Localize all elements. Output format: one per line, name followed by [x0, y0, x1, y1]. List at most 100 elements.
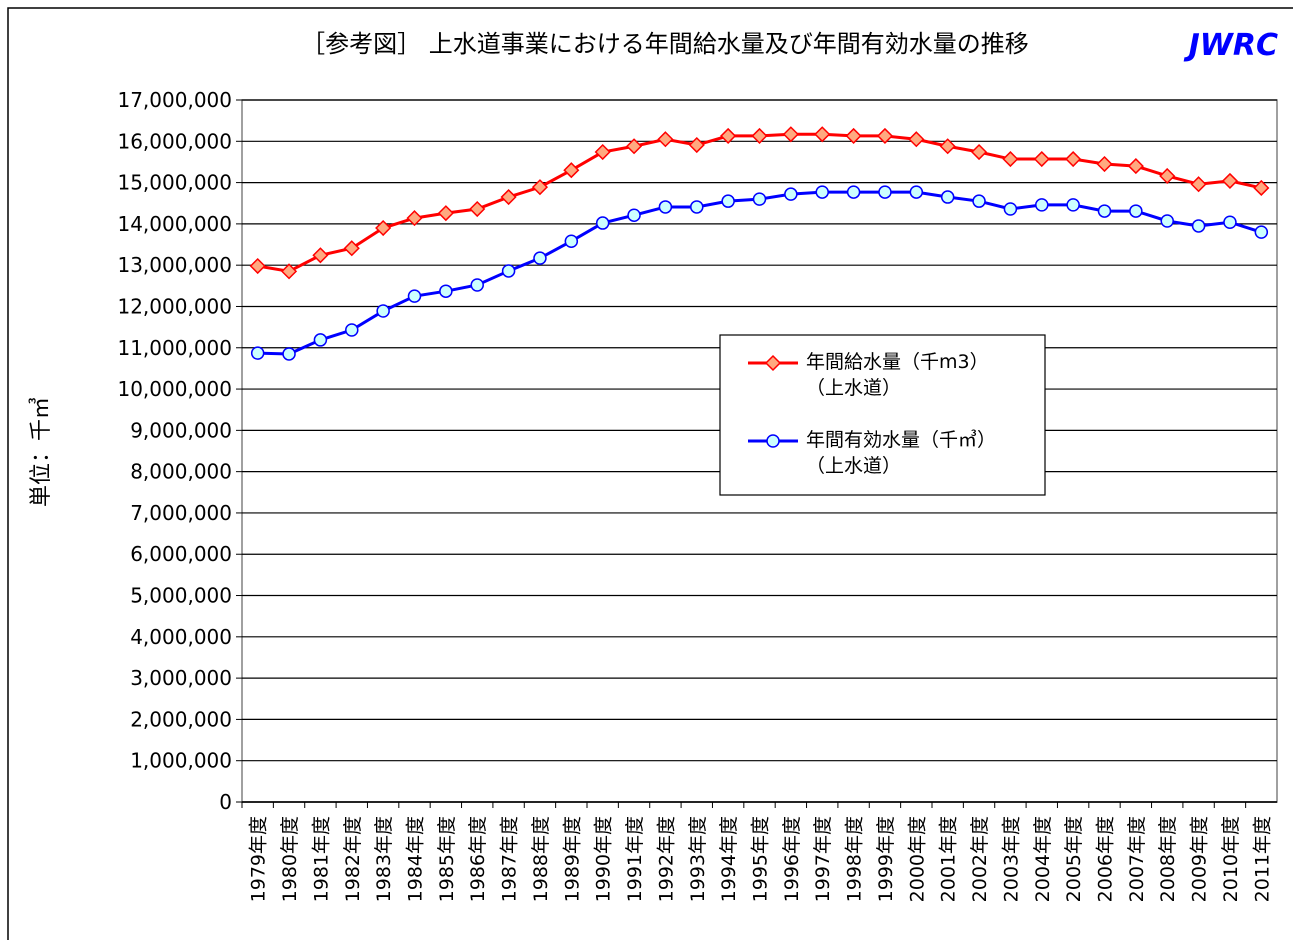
data-point	[627, 208, 641, 222]
x-tick-label: 2000年度	[906, 816, 928, 902]
x-tick-label: 1989年度	[561, 816, 583, 902]
data-point	[878, 185, 892, 199]
data-point	[751, 127, 768, 144]
data-point	[312, 247, 329, 264]
data-point	[721, 194, 735, 208]
x-tick-label: 1990年度	[593, 816, 615, 902]
chart-border	[7, 7, 1293, 940]
data-point	[815, 185, 829, 199]
data-point	[1221, 172, 1239, 189]
data-point	[313, 333, 328, 347]
data-point	[1002, 150, 1019, 168]
data-point	[688, 136, 705, 154]
data-point	[1160, 214, 1174, 228]
data-point	[1127, 158, 1144, 175]
data-point	[501, 264, 516, 278]
data-point	[439, 284, 453, 298]
data-point	[1190, 176, 1207, 193]
data-point	[282, 347, 296, 361]
data-point	[1003, 202, 1018, 216]
x-tick-label: 1984年度	[405, 816, 427, 902]
x-tick-label: 1999年度	[875, 816, 897, 902]
y-tick-label: 1,000,000	[130, 749, 232, 773]
x-tick-label: 1983年度	[373, 816, 395, 902]
data-point	[280, 263, 298, 280]
data-point	[690, 200, 704, 214]
data-point	[752, 192, 767, 206]
y-tick-label: 4,000,000	[130, 625, 232, 649]
x-tick-label: 2001年度	[938, 816, 960, 902]
data-point	[1129, 204, 1143, 218]
x-tick-label: 2011年度	[1251, 816, 1273, 902]
y-axis-label: 単位：千㎥	[28, 397, 54, 507]
data-point	[1065, 150, 1082, 168]
data-point	[249, 257, 266, 275]
data-point	[970, 143, 988, 161]
y-tick-label: 12,000,000	[117, 294, 232, 318]
data-point	[784, 187, 798, 201]
y-tick-label: 16,000,000	[117, 129, 232, 153]
data-point	[625, 138, 643, 155]
data-point	[940, 190, 955, 204]
x-tick-label: 1996年度	[781, 816, 803, 902]
data-point	[1159, 167, 1176, 185]
x-tick-label: 1993年度	[687, 816, 709, 902]
y-tick-label: 5,000,000	[130, 584, 232, 608]
x-tick-label: 1985年度	[436, 816, 458, 902]
data-point	[250, 346, 265, 360]
chart-title: ［参考図］ 上水道事業における年間給水量及び年間有効水量の推移	[301, 30, 1029, 58]
y-tick-label: 15,000,000	[117, 171, 232, 195]
data-point	[909, 185, 924, 199]
data-point	[406, 210, 423, 227]
data-point	[876, 127, 894, 144]
data-point	[469, 200, 486, 218]
y-tick-label: 9,000,000	[130, 418, 232, 442]
data-point	[345, 323, 359, 337]
y-tick-label: 6,000,000	[130, 542, 232, 566]
y-tick-label: 8,000,000	[130, 460, 232, 484]
x-tick-label: 2006年度	[1095, 816, 1117, 902]
data-point	[939, 138, 956, 155]
data-point	[1097, 204, 1112, 218]
data-point	[1191, 219, 1206, 233]
data-point	[407, 289, 422, 303]
data-point	[563, 162, 580, 179]
data-point	[720, 127, 737, 144]
data-point	[437, 205, 454, 222]
data-point	[814, 126, 831, 143]
x-tick-label: 1982年度	[342, 816, 364, 902]
data-point	[376, 304, 390, 318]
data-point	[1096, 155, 1113, 173]
y-tick-label: 17,000,000	[117, 88, 232, 112]
y-tick-label: 14,000,000	[117, 212, 232, 236]
legend-marker	[764, 354, 782, 372]
data-point	[908, 131, 925, 148]
data-point	[658, 200, 673, 214]
y-tick-label: 10,000,000	[117, 377, 232, 401]
x-tick-label: 1988年度	[530, 816, 552, 902]
y-tick-label: 13,000,000	[117, 253, 232, 277]
y-tick-label: 11,000,000	[117, 336, 232, 360]
data-point	[1035, 198, 1049, 212]
data-point	[594, 143, 611, 161]
legend-label: 年間有効水量（千㎥） （上水道）	[806, 429, 997, 477]
y-tick-label: 0	[219, 790, 232, 814]
x-tick-label: 1997年度	[812, 816, 834, 902]
data-point	[845, 127, 862, 144]
data-point	[1254, 225, 1269, 239]
data-point	[972, 194, 986, 208]
legend-label: 年間給水量（千m3） （上水道）	[806, 351, 989, 399]
x-tick-label: 2004年度	[1032, 816, 1054, 902]
x-tick-label: 1994年度	[718, 816, 740, 902]
data-point	[343, 240, 360, 257]
x-tick-label: 1981年度	[310, 816, 332, 902]
data-point	[531, 179, 549, 196]
data-point	[782, 126, 799, 143]
x-tick-label: 2009年度	[1189, 816, 1211, 902]
data-point	[564, 234, 579, 248]
x-tick-label: 2003年度	[1000, 816, 1022, 902]
legend-marker	[766, 434, 780, 448]
data-point	[470, 278, 484, 292]
